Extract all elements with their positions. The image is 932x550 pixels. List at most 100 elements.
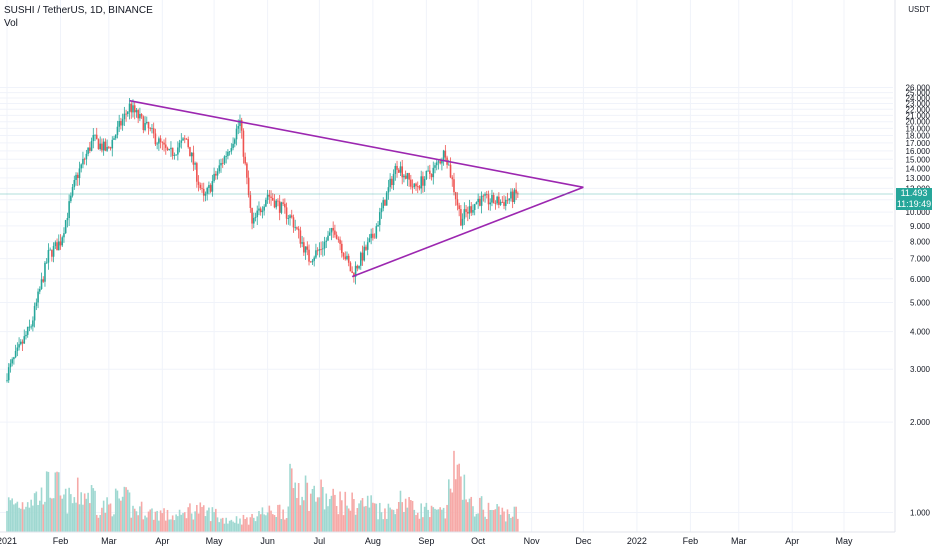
volume-bar [28, 507, 31, 532]
triangle-drawings[interactable] [129, 99, 584, 278]
volume-bar [280, 518, 283, 532]
price-candles [6, 98, 519, 383]
candle [249, 191, 252, 213]
volume-bar [149, 509, 152, 532]
candle [208, 181, 210, 195]
candle [309, 260, 312, 263]
candle [503, 195, 505, 210]
candle [515, 182, 517, 201]
candle [337, 236, 340, 243]
volume-bar [209, 521, 212, 532]
time-tick-label: 2022 [627, 536, 647, 546]
candle [449, 157, 452, 179]
volume-bar [277, 504, 279, 532]
volume-bar [56, 471, 58, 532]
volume-bar [259, 514, 262, 532]
volume-bar [89, 503, 91, 532]
candle [49, 247, 51, 251]
candle [111, 136, 114, 157]
volume-bar [418, 518, 421, 532]
volume-bar [30, 499, 32, 532]
candle [161, 141, 164, 151]
candle [275, 198, 278, 210]
time-tick-label: Apr [785, 536, 799, 546]
candle [194, 161, 196, 170]
candle [517, 191, 519, 198]
volume-bar [54, 472, 57, 532]
candle [51, 249, 53, 262]
candle [28, 319, 31, 332]
candle [363, 241, 366, 262]
volume-bar [9, 500, 12, 532]
volume-bar [466, 502, 469, 532]
candle [354, 261, 357, 285]
candle [358, 265, 360, 270]
time-tick-label: Mar [101, 536, 117, 546]
volume-bar [330, 495, 333, 532]
candle [168, 148, 171, 151]
candle [196, 161, 198, 188]
volume-bar [144, 515, 146, 532]
candle [473, 203, 476, 216]
candle [266, 189, 269, 204]
volume-bar [90, 485, 93, 532]
trendline[interactable] [129, 99, 584, 189]
volume-label[interactable]: Vol [4, 18, 18, 29]
time-tick-label: May [206, 536, 224, 546]
time-tick-label: Sep [418, 536, 434, 546]
time-tick-label: Jul [314, 536, 326, 546]
volume-bar [441, 509, 443, 532]
candle [239, 114, 241, 134]
volume-bar [135, 511, 138, 532]
candle [44, 261, 46, 287]
volume-bar [318, 497, 321, 532]
candle [491, 189, 493, 207]
candle [351, 266, 353, 274]
price-tick-label: 9.000 [910, 222, 931, 231]
volume-bar [332, 488, 334, 532]
volume-bar [429, 517, 431, 532]
candle [151, 123, 153, 134]
candle [408, 172, 410, 187]
volume-bar [434, 508, 436, 532]
volume-bar [192, 519, 195, 532]
candle [232, 137, 234, 151]
trendline[interactable] [351, 186, 584, 278]
candle [106, 139, 108, 152]
volume-bar [92, 488, 95, 532]
volume-bar [11, 498, 13, 532]
volume-bar [322, 487, 324, 532]
volume-bar [232, 521, 234, 532]
candle [185, 137, 188, 140]
symbol-title[interactable]: SUSHI / TetherUS, 1D, BINANCE [4, 5, 153, 16]
candle [406, 172, 409, 187]
candle [158, 136, 160, 151]
time-axis[interactable]: 2021 Feb Mar Apr May Jun Jul Aug Sep Oct Nov Dec 202… [0, 531, 895, 546]
volume-bar [168, 519, 171, 532]
candle [418, 185, 421, 191]
volume-bar [359, 500, 362, 532]
volume-bar [194, 511, 196, 532]
volume-bar [503, 511, 505, 532]
price-axis[interactable]: 1.000 2.000 3.000 4.000 5.000 6.000 7.000 8.000… [894, 0, 932, 550]
volume-bar [385, 518, 388, 532]
volume-bar [202, 505, 205, 532]
candle [66, 212, 69, 228]
volume-bar [501, 507, 504, 532]
candle [192, 145, 195, 172]
candle [344, 251, 347, 261]
candle [35, 298, 38, 311]
volume-bar [252, 517, 255, 532]
candle [382, 197, 385, 212]
candle [230, 143, 233, 155]
volume-bar [25, 506, 27, 532]
volume-bar [32, 505, 34, 532]
volume-bar [6, 510, 8, 532]
volume-bar [133, 508, 136, 532]
candle [20, 339, 22, 346]
volume-bar [51, 498, 53, 532]
candle [57, 234, 60, 251]
volume-bar [45, 471, 48, 532]
volume-bar [175, 514, 177, 532]
